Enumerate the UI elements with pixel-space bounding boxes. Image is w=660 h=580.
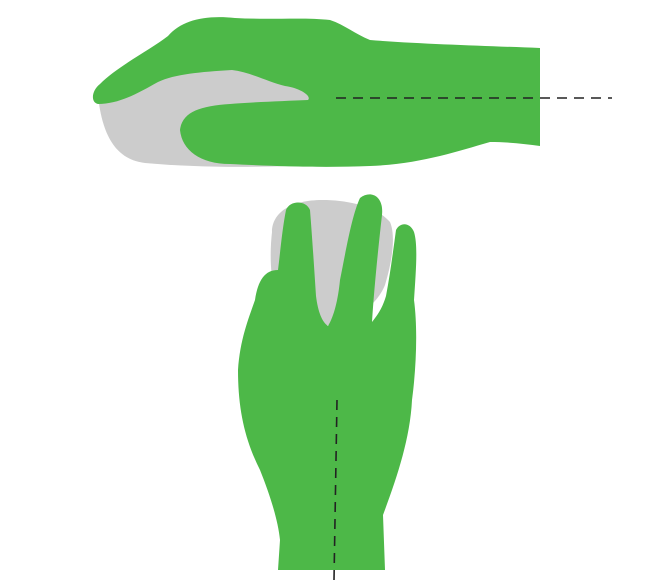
side-view [92, 17, 612, 167]
vertical-axis-line [333, 399, 338, 580]
hand-side-icon [92, 17, 541, 167]
hand-top-icon [238, 194, 417, 570]
top-view [238, 194, 417, 580]
